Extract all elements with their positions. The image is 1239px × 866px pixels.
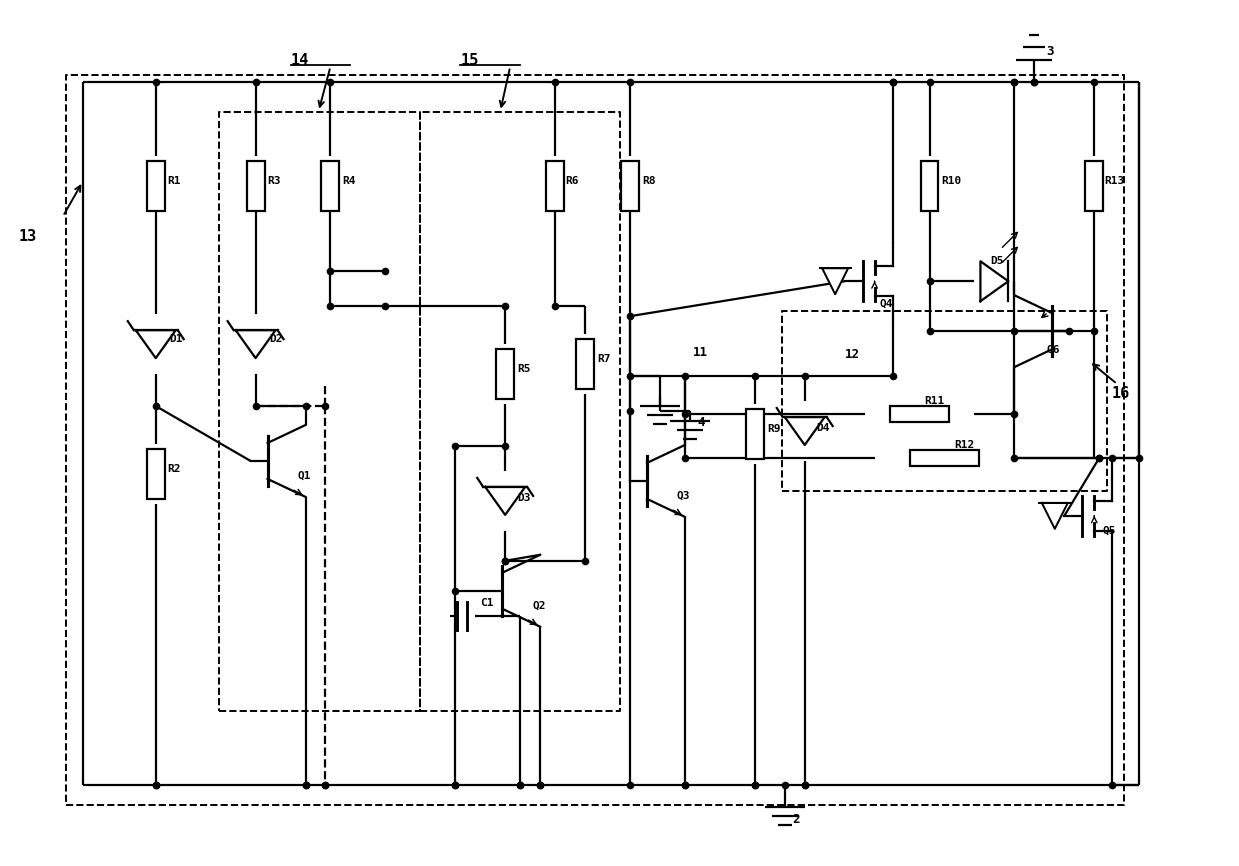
Text: 16: 16	[1111, 386, 1130, 401]
Bar	[921, 161, 938, 211]
Bar	[247, 161, 265, 211]
Text: R10: R10	[942, 177, 961, 186]
Polygon shape	[823, 268, 849, 294]
Text: Q2: Q2	[532, 601, 545, 611]
Text: 15: 15	[460, 53, 478, 68]
Text: R1: R1	[167, 177, 181, 186]
Text: 3: 3	[1046, 45, 1054, 58]
Bar	[621, 161, 639, 211]
Bar	[1085, 161, 1103, 211]
Text: 2: 2	[793, 813, 800, 826]
Bar	[746, 409, 763, 459]
Text: R8: R8	[642, 177, 655, 186]
Text: 11: 11	[693, 346, 707, 359]
Polygon shape	[1042, 503, 1068, 529]
Bar	[321, 161, 339, 211]
Text: 13: 13	[19, 229, 37, 244]
Bar	[546, 161, 564, 211]
Bar	[146, 449, 165, 499]
Text: Q5: Q5	[1103, 526, 1116, 536]
Polygon shape	[136, 330, 176, 359]
Bar	[890, 406, 949, 422]
Text: Q6: Q6	[1046, 346, 1059, 355]
Text: Q4: Q4	[880, 298, 893, 308]
Text: R3: R3	[268, 177, 281, 186]
Text: Q1: Q1	[297, 471, 311, 481]
Text: D3: D3	[517, 493, 530, 503]
Text: R4: R4	[342, 177, 356, 186]
Text: R7: R7	[597, 354, 611, 364]
Text: D4: D4	[817, 423, 830, 433]
Text: R2: R2	[167, 464, 181, 474]
Text: R12: R12	[954, 440, 975, 450]
Text: D2: D2	[270, 334, 282, 344]
Bar	[909, 450, 979, 466]
Polygon shape	[235, 330, 275, 359]
Text: R5: R5	[517, 364, 530, 374]
Text: R13: R13	[1104, 177, 1125, 186]
Polygon shape	[784, 417, 825, 445]
Text: R6: R6	[565, 177, 579, 186]
Bar	[146, 161, 165, 211]
Polygon shape	[486, 487, 525, 515]
Text: D5: D5	[990, 256, 1004, 266]
Text: D1: D1	[170, 334, 183, 344]
Text: R11: R11	[924, 396, 945, 406]
Text: 12: 12	[845, 348, 860, 361]
Text: R9: R9	[767, 424, 781, 434]
Text: C1: C1	[481, 598, 493, 608]
Bar	[496, 349, 514, 399]
Text: 4: 4	[698, 416, 705, 429]
Text: 14: 14	[290, 53, 309, 68]
Polygon shape	[980, 262, 1009, 301]
Bar	[576, 339, 593, 389]
Text: Q3: Q3	[676, 491, 690, 501]
